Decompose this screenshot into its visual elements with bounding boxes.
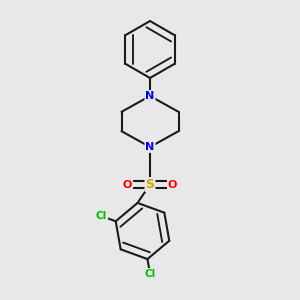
Text: N: N (146, 142, 154, 152)
Text: O: O (123, 179, 132, 190)
Text: S: S (146, 178, 154, 191)
Text: Cl: Cl (96, 211, 107, 221)
Text: Cl: Cl (144, 269, 156, 279)
Text: O: O (168, 179, 177, 190)
Text: N: N (146, 91, 154, 101)
